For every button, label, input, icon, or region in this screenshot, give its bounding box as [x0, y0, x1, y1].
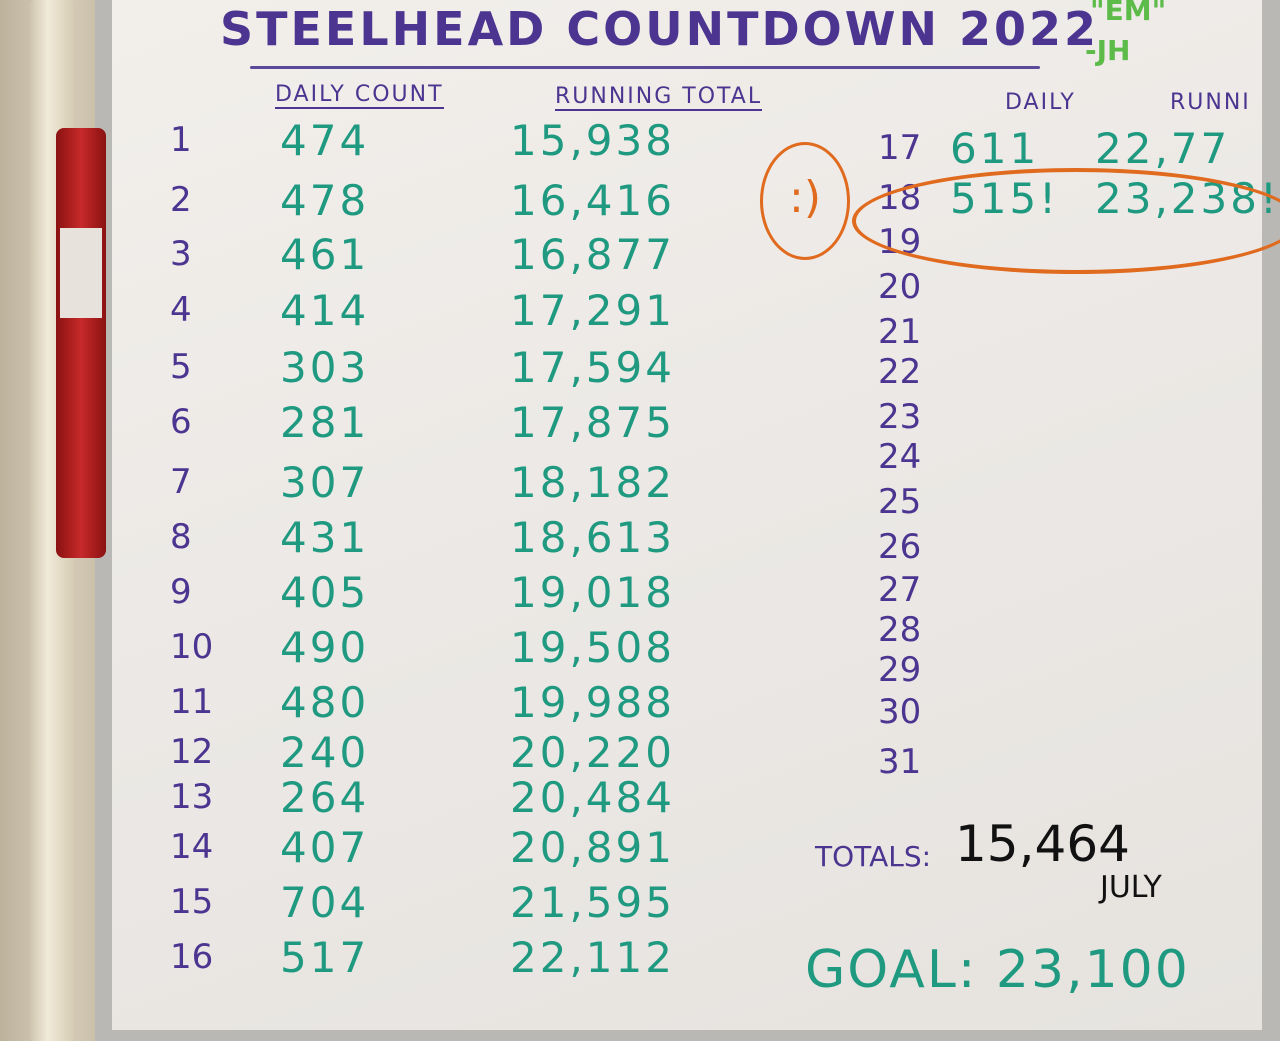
daily-count: 240 — [280, 728, 370, 777]
running-total: 16,877 — [510, 230, 675, 279]
corner-signature: -JH — [1085, 34, 1131, 67]
daily-count: 611 — [950, 124, 1040, 173]
day-number: 15 — [170, 882, 214, 922]
day-number: 28 — [878, 610, 922, 650]
daily-count: 405 — [280, 568, 370, 617]
day-number: 26 — [878, 527, 922, 567]
day-number: 7 — [170, 462, 192, 502]
board-title: STEELHEAD COUNTDOWN 2022 — [220, 2, 1100, 56]
day-number: 9 — [170, 572, 192, 612]
day-number: 2 — [170, 180, 192, 220]
day-number: 22 — [878, 352, 922, 392]
marker-label — [60, 228, 102, 318]
totals-value: 15,464 — [955, 815, 1130, 873]
day-number: 17 — [878, 128, 922, 168]
running-total: 20,484 — [510, 773, 675, 822]
running-total: 17,291 — [510, 286, 675, 335]
goal: GOAL: 23,100 — [805, 940, 1190, 1000]
header-running-total: RUNNING TOTAL — [555, 84, 763, 111]
daily-count: 704 — [280, 878, 370, 927]
day-number: 14 — [170, 827, 214, 867]
daily-count: 264 — [280, 773, 370, 822]
running-total: 22,112 — [510, 933, 675, 982]
totals-label: TOTALS: — [815, 840, 932, 873]
daily-count: 478 — [280, 176, 370, 225]
day-number: 11 — [170, 682, 214, 722]
header-daily-count: DAILY COUNT — [275, 82, 444, 109]
dry-erase-marker — [56, 128, 106, 558]
smiley-face: :) — [760, 142, 850, 260]
daily-count: 307 — [280, 458, 370, 507]
day-number: 31 — [878, 742, 922, 782]
daily-count: 490 — [280, 623, 370, 672]
running-total: 19,018 — [510, 568, 675, 617]
daily-count: 474 — [280, 116, 370, 165]
day-number: 6 — [170, 402, 192, 442]
totals-month: JULY — [1100, 870, 1162, 905]
day-number: 25 — [878, 482, 922, 522]
running-total: 15,938 — [510, 116, 675, 165]
daily-count: 407 — [280, 823, 370, 872]
day-number: 8 — [170, 517, 192, 557]
running-total: 16,416 — [510, 176, 675, 225]
daily-count: 480 — [280, 678, 370, 727]
running-total: 20,891 — [510, 823, 675, 872]
running-total: 18,613 — [510, 513, 675, 562]
day-number: 1 — [170, 120, 192, 160]
daily-count: 517 — [280, 933, 370, 982]
day-number: 27 — [878, 570, 922, 610]
day-number: 4 — [170, 290, 192, 330]
day-number: 30 — [878, 692, 922, 732]
day-number: 23 — [878, 397, 922, 437]
day-number: 29 — [878, 650, 922, 690]
day-number: 20 — [878, 267, 922, 307]
day-number: 3 — [170, 234, 192, 274]
running-total: 22,77 — [1095, 124, 1231, 173]
running-total: 17,875 — [510, 398, 675, 447]
daily-count: 431 — [280, 513, 370, 562]
running-total: 19,988 — [510, 678, 675, 727]
daily-count: 303 — [280, 343, 370, 392]
day-number: 10 — [170, 627, 214, 667]
daily-count: 414 — [280, 286, 370, 335]
running-total: 17,594 — [510, 343, 675, 392]
day-number: 13 — [170, 777, 214, 817]
day-number: 16 — [170, 937, 214, 977]
day-number: 21 — [878, 312, 922, 352]
header-daily-right: DAILY — [1005, 90, 1076, 115]
corner-quote: "EM" — [1090, 0, 1167, 27]
day-number: 24 — [878, 437, 922, 477]
day-number: 5 — [170, 347, 192, 387]
title-underline — [250, 66, 1040, 69]
daily-count: 461 — [280, 230, 370, 279]
running-total: 21,595 — [510, 878, 675, 927]
running-total: 20,220 — [510, 728, 675, 777]
highlight-circle — [852, 168, 1280, 274]
running-total: 19,508 — [510, 623, 675, 672]
running-total: 18,182 — [510, 458, 675, 507]
daily-count: 281 — [280, 398, 370, 447]
header-running-right: RUNNI — [1170, 90, 1251, 115]
day-number: 12 — [170, 732, 214, 772]
